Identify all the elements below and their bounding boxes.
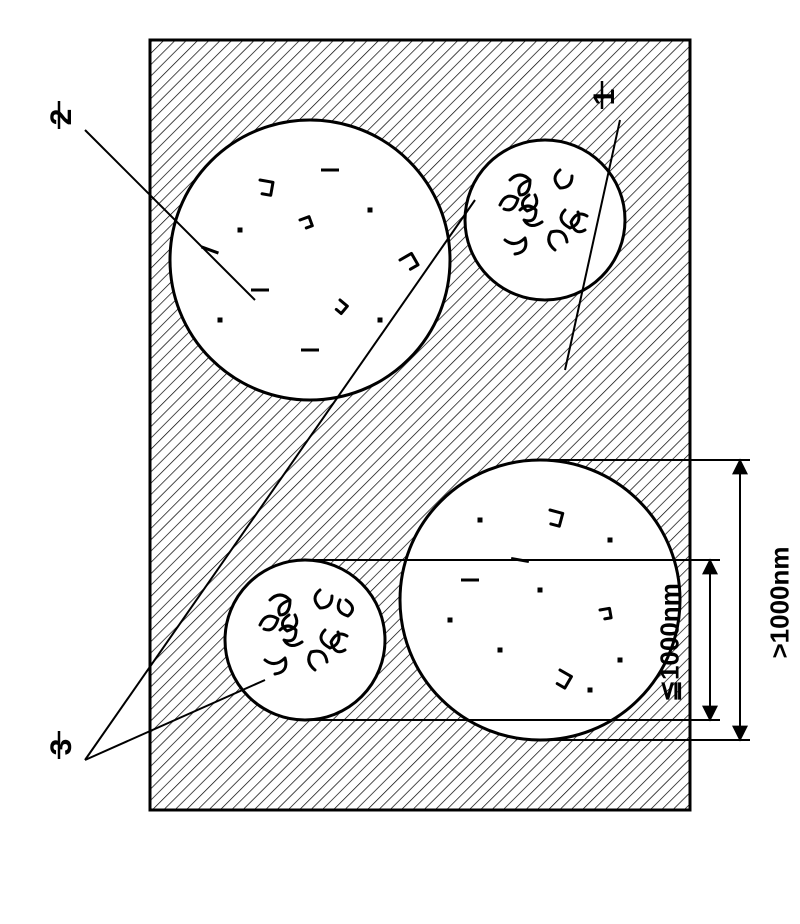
callout-label-1-text: 1 [588, 89, 621, 106]
particle-small_bottom [225, 560, 385, 720]
callout-label-2: 2 [45, 87, 79, 147]
dimension-label-large: >1000nm [765, 523, 796, 683]
callout-label-2-text: 2 [45, 109, 78, 126]
particle-small_top [465, 140, 625, 300]
particle-large_bottom [400, 460, 680, 740]
particle-large_top [170, 120, 450, 400]
callout-label-3: 3 [45, 717, 79, 777]
callout-label-3-text: 3 [45, 739, 78, 756]
dimension-label-large-text: >1000nm [765, 546, 795, 658]
dimension-label-small-text: ≦1000nm [655, 583, 685, 702]
diagram-stage: 1 2 3 >1000nm ≦1000nm [0, 0, 800, 924]
dimension-label-small: ≦1000nm [655, 563, 686, 723]
diagram-svg [0, 0, 800, 924]
callout-label-1: 1 [588, 67, 622, 127]
